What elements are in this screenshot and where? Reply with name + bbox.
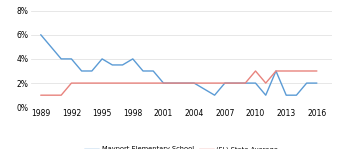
(FL) State Average bbox=[284, 70, 288, 72]
Mayport Elementary School bbox=[223, 82, 227, 84]
(FL) State Average bbox=[223, 82, 227, 84]
Mayport Elementary School bbox=[315, 82, 319, 84]
(FL) State Average bbox=[161, 82, 165, 84]
Line: (FL) State Average: (FL) State Average bbox=[41, 71, 317, 95]
Mayport Elementary School bbox=[80, 70, 84, 72]
(FL) State Average bbox=[141, 82, 145, 84]
(FL) State Average bbox=[243, 82, 247, 84]
Mayport Elementary School bbox=[141, 70, 145, 72]
(FL) State Average bbox=[264, 82, 268, 84]
(FL) State Average bbox=[294, 70, 298, 72]
(FL) State Average bbox=[151, 82, 155, 84]
(FL) State Average bbox=[305, 70, 309, 72]
Mayport Elementary School bbox=[284, 94, 288, 96]
(FL) State Average bbox=[69, 82, 74, 84]
(FL) State Average bbox=[213, 82, 217, 84]
Mayport Elementary School bbox=[90, 70, 94, 72]
Mayport Elementary School bbox=[110, 64, 114, 66]
Mayport Elementary School bbox=[100, 58, 104, 60]
Mayport Elementary School bbox=[192, 82, 196, 84]
Mayport Elementary School bbox=[151, 70, 155, 72]
(FL) State Average bbox=[131, 82, 135, 84]
(FL) State Average bbox=[315, 70, 319, 72]
Mayport Elementary School bbox=[305, 82, 309, 84]
Mayport Elementary School bbox=[213, 94, 217, 96]
(FL) State Average bbox=[254, 70, 258, 72]
(FL) State Average bbox=[59, 94, 63, 96]
(FL) State Average bbox=[121, 82, 125, 84]
Mayport Elementary School bbox=[161, 82, 165, 84]
Mayport Elementary School bbox=[131, 58, 135, 60]
Mayport Elementary School bbox=[121, 64, 125, 66]
(FL) State Average bbox=[110, 82, 114, 84]
Legend: Mayport Elementary School, (FL) State Average: Mayport Elementary School, (FL) State Av… bbox=[82, 143, 281, 149]
Mayport Elementary School bbox=[294, 94, 298, 96]
(FL) State Average bbox=[274, 70, 278, 72]
Mayport Elementary School bbox=[264, 94, 268, 96]
Mayport Elementary School bbox=[59, 58, 63, 60]
(FL) State Average bbox=[90, 82, 94, 84]
(FL) State Average bbox=[80, 82, 84, 84]
Mayport Elementary School bbox=[69, 58, 74, 60]
Mayport Elementary School bbox=[243, 82, 247, 84]
(FL) State Average bbox=[192, 82, 196, 84]
(FL) State Average bbox=[100, 82, 104, 84]
Mayport Elementary School bbox=[274, 70, 278, 72]
Mayport Elementary School bbox=[39, 34, 43, 36]
(FL) State Average bbox=[39, 94, 43, 96]
Mayport Elementary School bbox=[254, 82, 258, 84]
Line: Mayport Elementary School: Mayport Elementary School bbox=[41, 35, 317, 95]
